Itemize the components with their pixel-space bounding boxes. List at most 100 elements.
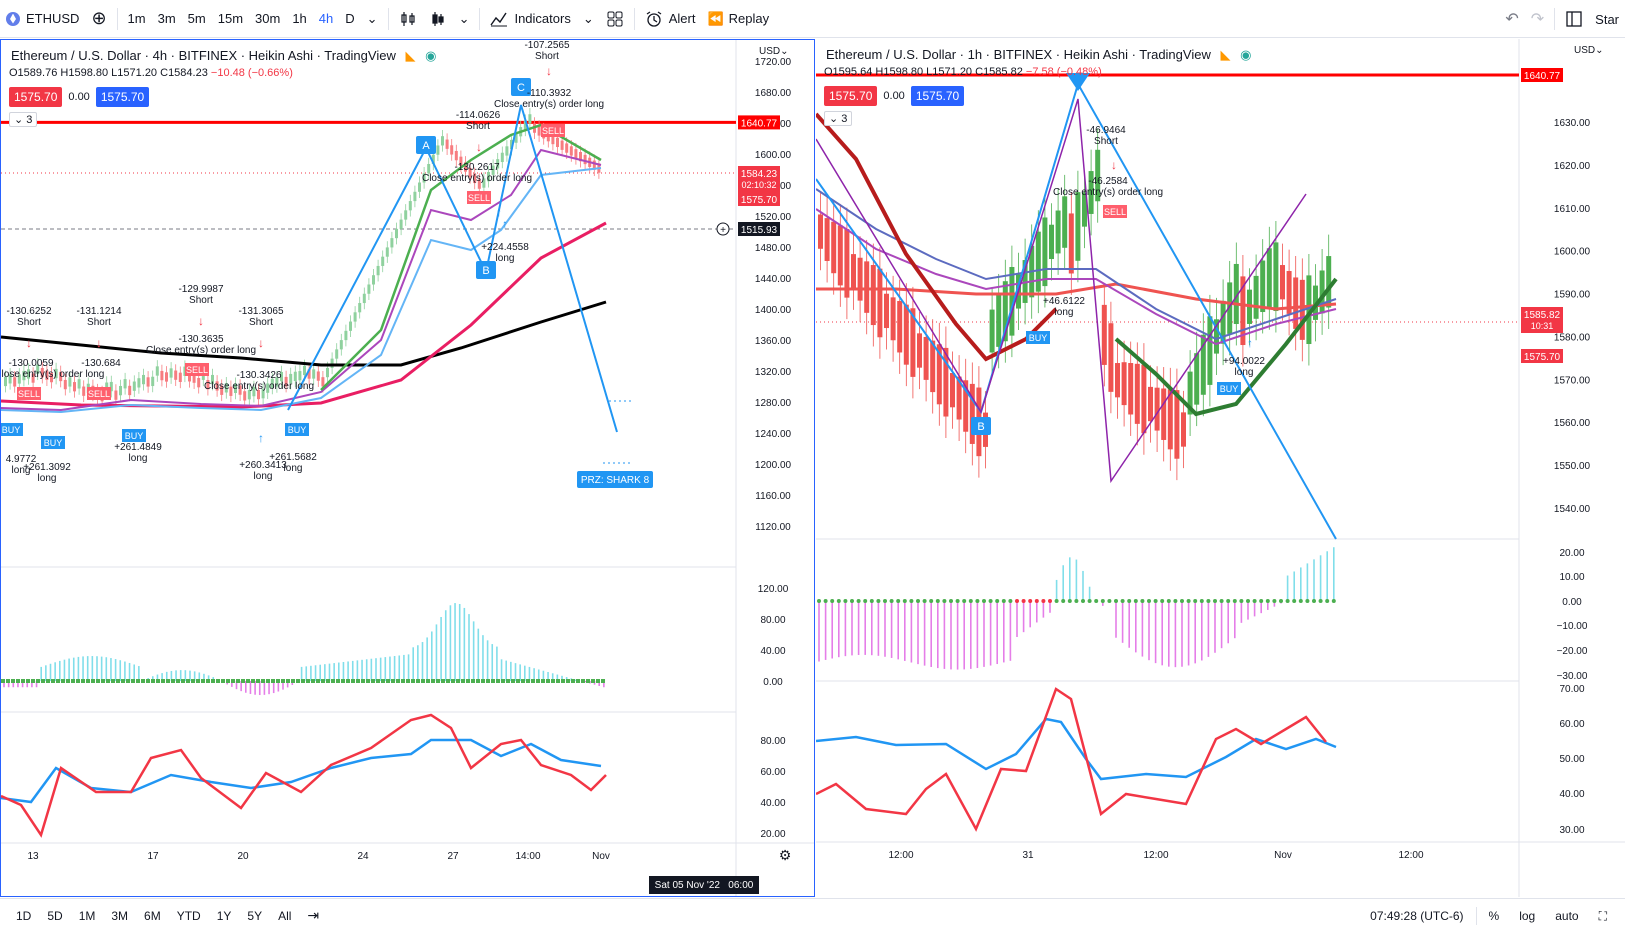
- oscillator-zero-dot: [896, 599, 901, 603]
- candle-body: [1141, 364, 1147, 434]
- layout-split-icon[interactable]: [1559, 0, 1589, 38]
- oscillator-zero-dot: [935, 599, 940, 603]
- pattern-point-label: B: [977, 421, 984, 433]
- candle-body: [523, 120, 527, 130]
- candle-body: [151, 376, 155, 387]
- candle-body: [234, 383, 237, 394]
- alert-button[interactable]: Alert: [639, 0, 702, 38]
- trade-annotation-label: Short: [535, 51, 559, 62]
- interval-30m[interactable]: 30m: [255, 11, 281, 26]
- interval-5m[interactable]: 5m: [187, 11, 206, 26]
- interval-4h[interactable]: 4h: [318, 11, 334, 26]
- collapse-indicators-button[interactable]: ⌄ 3: [824, 111, 853, 126]
- interval-15m[interactable]: 15m: [217, 11, 244, 26]
- percent-scale-toggle[interactable]: %: [1488, 909, 1500, 923]
- range-1d[interactable]: 1D: [16, 908, 32, 923]
- fullscreen-icon[interactable]: ⛶: [1598, 908, 1607, 923]
- oscillator-zero-dot: [1232, 599, 1237, 603]
- redo-icon[interactable]: ↷: [1530, 11, 1545, 28]
- candle-body: [399, 219, 403, 229]
- buy-sell-buttons: 1575.70 0.00 1575.70: [9, 87, 150, 107]
- candle-body: [514, 133, 518, 143]
- buy-price-button[interactable]: 1575.70: [910, 86, 965, 106]
- interval-1h[interactable]: 1h: [292, 11, 307, 26]
- candle-body: [1319, 270, 1325, 314]
- short-arrow-down-icon: ↓: [26, 336, 32, 350]
- price-tick-label: 1720.00: [755, 57, 792, 68]
- indicators-chevron-down-icon[interactable]: ⌄: [582, 10, 594, 26]
- candle-body: [459, 156, 463, 166]
- rsi-red-line: [1, 713, 607, 838]
- currency-selector[interactable]: USD⌄: [1574, 45, 1604, 56]
- chart-pane-1h[interactable]: 1630.00 1620.00 1610.00 1600.00 1590.00 1580.…: [816, 39, 1625, 897]
- range-1y[interactable]: 1Y: [216, 908, 232, 923]
- candle-body: [956, 376, 962, 420]
- currency-selector[interactable]: USD⌄: [759, 46, 789, 57]
- chart-canvas-4h[interactable]: 1720.001680.001640.001600.001560.001520.…: [1, 40, 814, 896]
- start-button[interactable]: Star: [1595, 11, 1619, 27]
- oscillator-zero-dot: [929, 599, 934, 603]
- range-1m[interactable]: 1M: [78, 908, 96, 923]
- candle-body: [857, 257, 863, 301]
- trade-annotation-value: -130.6252: [6, 306, 51, 317]
- buy-signal-label: BUY: [125, 431, 144, 441]
- price-tick-label: 1560.00: [1554, 418, 1591, 429]
- oscillator-zero-dot: [1021, 599, 1026, 603]
- range-6m[interactable]: 6M: [144, 908, 161, 923]
- indicators-button[interactable]: Indicators: [484, 0, 576, 38]
- chart-pane-4h[interactable]: 1720.001680.001640.001600.001560.001520.…: [0, 39, 815, 897]
- interval-1m[interactable]: 1m: [127, 11, 146, 26]
- candle-body: [381, 256, 385, 266]
- crosshair-plus-icon: [716, 222, 730, 236]
- symbol-search[interactable]: ETHUSD: [0, 0, 85, 38]
- candle-body: [45, 370, 49, 380]
- sell-signal-label: SELL: [542, 126, 564, 136]
- candle-body: [358, 303, 362, 313]
- range-5d[interactable]: 5D: [47, 908, 63, 923]
- range-5y[interactable]: 5Y: [247, 908, 263, 923]
- sell-signal-label: SELL: [1104, 207, 1126, 217]
- sell-price-button[interactable]: 1575.70: [9, 87, 63, 107]
- oscillator-zero-dot: [1173, 599, 1178, 603]
- price-tick-label: 1120.00: [755, 522, 791, 533]
- range-all[interactable]: All: [278, 908, 292, 923]
- interval-dropdown-chevron-down-icon[interactable]: ⌄: [366, 10, 378, 26]
- compare-symbol-button[interactable]: ⊕: [91, 8, 107, 28]
- oscillator-zero-dot: [1100, 599, 1105, 603]
- oscillator-zero-dot: [1015, 599, 1019, 603]
- interval-d[interactable]: D: [345, 11, 355, 26]
- sell-signal-label: SELL: [186, 365, 208, 375]
- candle-body: [174, 370, 178, 380]
- bar-style-candles-icon[interactable]: [393, 0, 423, 38]
- oscillator-zero-dot: [949, 599, 953, 603]
- candle-body: [132, 381, 136, 391]
- crosshair-price-bg: [738, 222, 780, 236]
- price-tick-label: 1600.00: [755, 150, 792, 161]
- chart-type-chevron-down-icon[interactable]: ⌄: [458, 10, 470, 26]
- collapse-indicators-button[interactable]: ⌄ 3: [9, 112, 38, 127]
- date-range-calendar-icon[interactable]: ⇥: [307, 907, 320, 923]
- range-ytd[interactable]: YTD: [176, 908, 201, 923]
- candle-body: [445, 139, 449, 149]
- chart-canvas-1h[interactable]: 1630.00 1620.00 1610.00 1600.00 1590.00 1580.…: [816, 39, 1625, 897]
- pattern-point-marker: [1066, 73, 1090, 91]
- clock-timezone[interactable]: 07:49:28 (UTC-6): [1370, 909, 1464, 923]
- trade-annotation-value: -130.684: [81, 358, 121, 369]
- heikin-ashi-icon[interactable]: [423, 0, 453, 38]
- auto-scale-toggle[interactable]: auto: [1555, 909, 1579, 923]
- range-3m[interactable]: 3M: [111, 908, 129, 923]
- log-scale-toggle[interactable]: log: [1519, 909, 1536, 923]
- layout-grid-icon[interactable]: [600, 0, 630, 38]
- buy-price-button[interactable]: 1575.70: [95, 87, 150, 107]
- ema-blue-line: [816, 188, 1337, 341]
- candle-body: [13, 377, 17, 387]
- candle-body: [1240, 276, 1246, 346]
- interval-3m[interactable]: 3m: [157, 11, 176, 26]
- trade-annotation-value: -107.2565: [524, 40, 569, 51]
- sell-price-button[interactable]: 1575.70: [824, 86, 878, 106]
- resistance-price-label: 1640.77: [741, 118, 778, 129]
- candle-body: [275, 377, 279, 387]
- replay-button[interactable]: ⏪ Replay: [701, 0, 775, 38]
- oscillator-zero-dot: [863, 599, 868, 603]
- undo-icon[interactable]: ↶: [1505, 11, 1519, 28]
